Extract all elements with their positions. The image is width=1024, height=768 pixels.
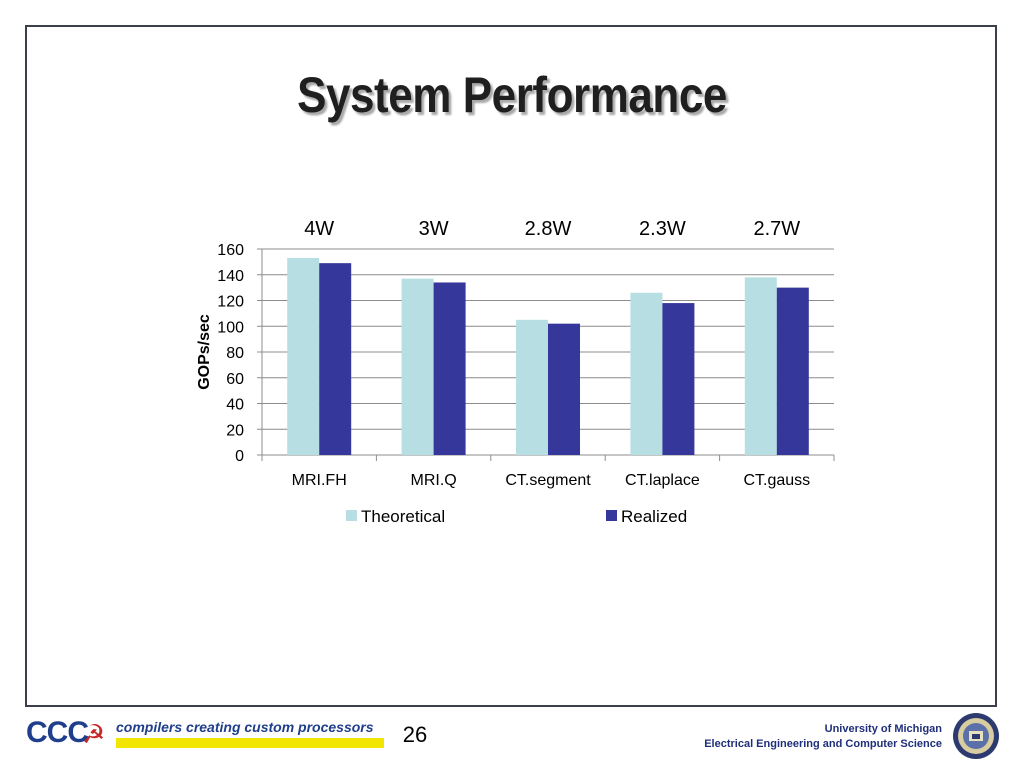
department-name: Electrical Engineering and Computer Scie… — [704, 738, 942, 750]
university-name: University of Michigan — [824, 723, 942, 735]
slide-title: System Performance — [297, 67, 727, 123]
bar-realized-ct-laplace — [662, 303, 695, 455]
y-tick-label: 140 — [217, 268, 244, 285]
y-tick-label: 160 — [217, 242, 244, 259]
legend-label-realized: Realized — [621, 507, 687, 526]
power-label: 2.7W — [753, 218, 800, 240]
bar-realized-mri-fh — [319, 263, 352, 455]
bar-theoretical-ct-segment — [516, 319, 548, 455]
y-axis-title: GOPs/sec — [196, 314, 213, 390]
bar-realized-mri-q — [433, 282, 466, 455]
university-block: University of Michigan Electrical Engine… — [704, 722, 942, 752]
y-tick-label: 80 — [226, 345, 244, 362]
legend-label-theoretical: Theoretical — [361, 507, 445, 526]
legend-swatch-realized — [606, 510, 617, 521]
hammer-and-sickle-icon: ☭ — [82, 720, 106, 750]
bar-theoretical-ct-laplace — [630, 292, 663, 455]
university-seal-icon — [953, 713, 999, 759]
logo-letters: CCC — [26, 716, 89, 749]
power-label: 2.3W — [639, 218, 686, 240]
y-tick-label: 40 — [226, 397, 244, 414]
y-tick-label: 20 — [226, 422, 244, 439]
ccc-logo: CCC ☭ compilers creating custom processo… — [26, 714, 384, 754]
y-tick-label: 100 — [217, 319, 244, 336]
logo-tagline: compilers creating custom processors — [116, 719, 374, 735]
x-tick-label: MRI.Q — [410, 472, 456, 489]
bar-theoretical-mri-fh — [287, 258, 320, 455]
bar-theoretical-mri-q — [401, 278, 434, 455]
y-tick-label: 120 — [217, 294, 244, 311]
x-tick-label: CT.segment — [505, 472, 591, 489]
x-tick-label: CT.laplace — [625, 472, 700, 489]
power-label: 2.8W — [525, 218, 572, 240]
bar-realized-ct-gauss — [776, 287, 809, 455]
x-tick-label: CT.gauss — [743, 472, 810, 489]
power-label: 3W — [419, 218, 449, 240]
power-label: 4W — [304, 218, 334, 240]
page-number: 26 — [402, 722, 428, 747]
y-tick-label: 0 — [235, 448, 244, 465]
x-tick-label: MRI.FH — [292, 472, 347, 489]
logo-underline-bar — [116, 738, 384, 748]
slide-frame — [25, 25, 997, 707]
bar-realized-ct-segment — [548, 323, 580, 455]
legend-swatch-theoretical — [346, 510, 357, 521]
y-tick-label: 60 — [226, 371, 244, 388]
bar-theoretical-ct-gauss — [744, 277, 777, 455]
